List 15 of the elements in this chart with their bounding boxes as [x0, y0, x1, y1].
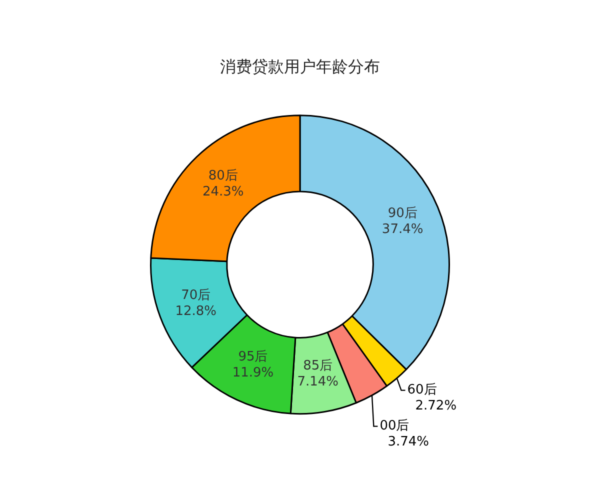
slice-label: 90后	[388, 206, 418, 222]
chart-title: 消费贷款用户年龄分布	[220, 56, 380, 76]
slice-label: 95后	[238, 350, 268, 365]
slice-label: 80后	[208, 168, 238, 184]
slice-label: 70后	[181, 288, 211, 303]
data-label: 3.74%	[388, 434, 430, 450]
slice-label: 00后	[380, 418, 410, 434]
data-label: 37.4%	[382, 222, 424, 238]
data-label: 11.9%	[232, 366, 274, 381]
data-label: 2.72%	[415, 398, 457, 414]
data-label: 7.14%	[297, 374, 339, 390]
slice-label: 85后	[303, 358, 333, 374]
data-label: 12.8%	[175, 304, 217, 319]
slice-label: 60后	[407, 382, 437, 398]
data-label: 24.3%	[202, 184, 244, 200]
